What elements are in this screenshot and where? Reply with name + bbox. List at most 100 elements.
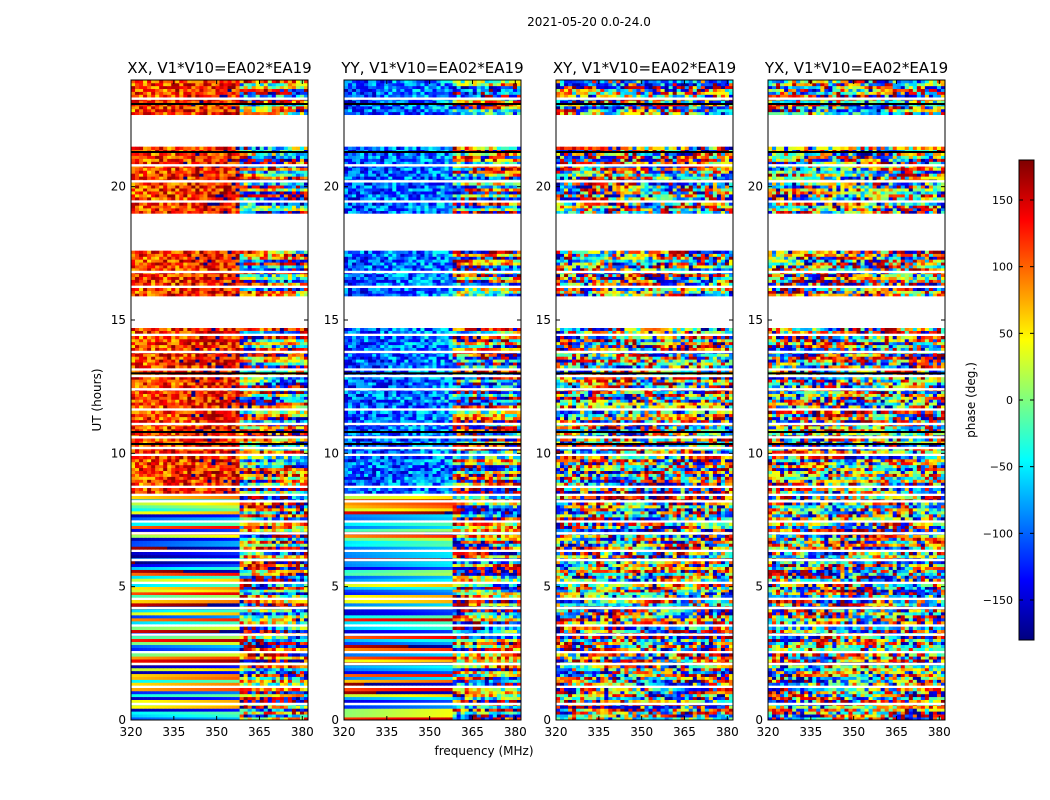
phase-cell: [175, 674, 179, 677]
phase-cell: [139, 648, 143, 651]
phase-cell: [252, 630, 256, 633]
phase-cell: [224, 677, 228, 680]
phase-cell: [284, 697, 288, 700]
phase-cell: [252, 618, 256, 621]
phase-cell: [260, 680, 264, 683]
phase-cell: [272, 630, 276, 633]
phase-cell: [256, 697, 260, 700]
phase-cell: [256, 645, 260, 648]
phase-cell: [232, 688, 236, 691]
phase-cell: [260, 671, 264, 674]
phase-cell: [195, 711, 199, 714]
phase-cell: [244, 659, 248, 662]
phase-cell: [284, 609, 288, 612]
phase-cell: [163, 609, 167, 612]
phase-cell: [276, 711, 280, 714]
phase-cell: [131, 615, 135, 618]
phase-cell: [171, 711, 175, 714]
phase-cell: [232, 630, 236, 633]
phase-cell: [207, 682, 211, 685]
phase-cell: [300, 708, 304, 711]
phase-cell: [131, 694, 135, 697]
phase-cell: [143, 609, 147, 612]
phase-cell: [252, 705, 256, 708]
phase-cell: [203, 615, 207, 618]
phase-cell: [183, 653, 187, 656]
phase-cell: [151, 714, 155, 717]
phase-cell: [147, 671, 151, 674]
phase-cell: [272, 609, 276, 612]
phase-cell: [228, 682, 232, 685]
phase-cell: [284, 680, 288, 683]
phase-cell: [131, 609, 135, 612]
phase-cell: [203, 648, 207, 651]
phase-cell: [135, 609, 139, 612]
phase-cell: [248, 700, 252, 703]
phase-cell: [183, 705, 187, 708]
phase-cell: [220, 621, 224, 624]
phase-cell: [199, 697, 203, 700]
phase-cell: [139, 697, 143, 700]
phase-cell: [276, 671, 280, 674]
phase-cell: [220, 645, 224, 648]
phase-cell: [143, 656, 147, 659]
phase-cell: [228, 674, 232, 677]
phase-cell: [264, 656, 268, 659]
phase-cell: [224, 700, 228, 703]
phase-cell: [228, 691, 232, 694]
phase-cell: [171, 665, 175, 668]
phase-cell: [260, 668, 264, 671]
phase-cell: [211, 694, 215, 697]
phase-cell: [296, 691, 300, 694]
phase-cell: [248, 609, 252, 612]
phase-cell: [183, 612, 187, 615]
phase-cell: [183, 615, 187, 618]
phase-cell: [131, 648, 135, 651]
phase-cell: [248, 711, 252, 714]
phase-cell: [147, 668, 151, 671]
figure-suptitle: 2021-05-20 0.0-24.0: [527, 15, 651, 29]
phase-cell: [135, 711, 139, 714]
phase-cell: [187, 630, 191, 633]
phase-cell: [268, 645, 272, 648]
phase-cell: [187, 671, 191, 674]
phase-cell: [244, 642, 248, 645]
phase-cell: [252, 697, 256, 700]
phase-cell: [131, 682, 135, 685]
phase-cell: [155, 659, 159, 662]
phase-cell: [276, 639, 280, 642]
phase-cell: [211, 688, 215, 691]
phase-cell: [272, 705, 276, 708]
phase-cell: [211, 636, 215, 639]
phase-cell: [195, 636, 199, 639]
phase-cell: [139, 621, 143, 624]
phase-cell: [296, 627, 300, 630]
phase-cell: [232, 653, 236, 656]
phase-cell: [240, 645, 244, 648]
phase-cell: [131, 674, 135, 677]
phase-cell: [163, 615, 167, 618]
phase-cell: [260, 627, 264, 630]
phase-cell: [236, 694, 240, 697]
phase-cell: [195, 680, 199, 683]
phase-cell: [163, 645, 167, 648]
phase-cell: [199, 648, 203, 651]
phase-cell: [163, 677, 167, 680]
phase-cell: [220, 708, 224, 711]
phase-cell: [276, 665, 280, 668]
phase-cell: [187, 618, 191, 621]
phase-cell: [159, 674, 163, 677]
phase-cell: [280, 705, 284, 708]
phase-cell: [155, 705, 159, 708]
phase-cell: [268, 677, 272, 680]
phase-cell: [187, 688, 191, 691]
phase-cell: [143, 700, 147, 703]
phase-cell: [131, 659, 135, 662]
phase-cell: [175, 691, 179, 694]
phase-cell: [228, 708, 232, 711]
phase-cell: [175, 639, 179, 642]
phase-cell: [224, 714, 228, 717]
phase-cell: [272, 674, 276, 677]
phase-cell: [187, 642, 191, 645]
phase-cell: [232, 697, 236, 700]
